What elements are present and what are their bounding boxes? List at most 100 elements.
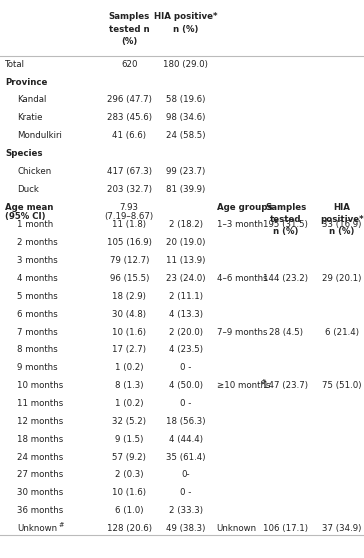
Text: 11 months: 11 months bbox=[17, 399, 63, 408]
Text: 0 -: 0 - bbox=[180, 488, 191, 497]
Text: 2 (18.2): 2 (18.2) bbox=[169, 220, 203, 229]
Text: 8 months: 8 months bbox=[17, 345, 58, 354]
Text: 4 (23.5): 4 (23.5) bbox=[169, 345, 203, 354]
Text: 0-: 0- bbox=[181, 470, 190, 479]
Text: 7.93: 7.93 bbox=[120, 203, 139, 211]
Text: 1 month: 1 month bbox=[17, 220, 54, 229]
Text: 58 (19.6): 58 (19.6) bbox=[166, 95, 205, 104]
Text: 11 (13.9): 11 (13.9) bbox=[166, 256, 205, 265]
Text: 29 (20.1): 29 (20.1) bbox=[323, 274, 362, 283]
Text: 4 (44.4): 4 (44.4) bbox=[169, 435, 203, 444]
Text: 1 (0.2): 1 (0.2) bbox=[115, 363, 143, 372]
Text: (%): (%) bbox=[121, 37, 137, 46]
Text: 10 (1.6): 10 (1.6) bbox=[112, 488, 146, 497]
Text: 6 (1.0): 6 (1.0) bbox=[115, 506, 143, 515]
Text: 12 months: 12 months bbox=[17, 417, 63, 426]
Text: n (%): n (%) bbox=[273, 227, 298, 236]
Text: 0 -: 0 - bbox=[180, 363, 191, 372]
Text: 6 (21.4): 6 (21.4) bbox=[325, 328, 359, 336]
Text: Species: Species bbox=[5, 149, 43, 158]
Text: 11 (1.8): 11 (1.8) bbox=[112, 220, 146, 229]
Text: 1–3 month: 1–3 month bbox=[217, 220, 263, 229]
Text: 18 (56.3): 18 (56.3) bbox=[166, 417, 205, 426]
Text: 4 months: 4 months bbox=[17, 274, 58, 283]
Text: 2 (0.3): 2 (0.3) bbox=[115, 470, 143, 479]
Text: 2 (20.0): 2 (20.0) bbox=[169, 328, 203, 336]
Text: 28 (4.5): 28 (4.5) bbox=[269, 328, 303, 336]
Text: (7.19–8.67): (7.19–8.67) bbox=[105, 213, 154, 222]
Text: 128 (20.6): 128 (20.6) bbox=[107, 524, 152, 533]
Text: 296 (47.7): 296 (47.7) bbox=[107, 95, 152, 104]
Text: 98 (34.6): 98 (34.6) bbox=[166, 113, 205, 122]
Text: 195 (31.5): 195 (31.5) bbox=[263, 220, 308, 229]
Text: 2 months: 2 months bbox=[17, 238, 58, 247]
Text: Kratie: Kratie bbox=[17, 113, 43, 122]
Text: tested: tested bbox=[270, 215, 301, 224]
Text: tested n: tested n bbox=[109, 25, 150, 33]
Text: 20 (19.0): 20 (19.0) bbox=[166, 238, 205, 247]
Text: n (%): n (%) bbox=[329, 227, 355, 236]
Text: Mondulkiri: Mondulkiri bbox=[17, 131, 62, 140]
Text: 27 months: 27 months bbox=[17, 470, 63, 479]
Text: 620: 620 bbox=[121, 60, 138, 69]
Text: 81 (39.9): 81 (39.9) bbox=[166, 185, 205, 194]
Text: 147 (23.7): 147 (23.7) bbox=[263, 381, 308, 390]
Text: #: # bbox=[59, 522, 64, 528]
Text: 6 months: 6 months bbox=[17, 310, 58, 319]
Text: Kandal: Kandal bbox=[17, 95, 47, 104]
Text: Age groups: Age groups bbox=[217, 203, 272, 211]
Text: Samples: Samples bbox=[108, 12, 150, 21]
Text: 2 (11.1): 2 (11.1) bbox=[169, 292, 203, 301]
Text: 5 months: 5 months bbox=[17, 292, 58, 301]
Text: 24 (58.5): 24 (58.5) bbox=[166, 131, 205, 140]
Text: 75 (51.0): 75 (51.0) bbox=[323, 381, 362, 390]
Text: 10 (1.6): 10 (1.6) bbox=[112, 328, 146, 336]
Text: Chicken: Chicken bbox=[17, 167, 51, 176]
Text: 0 -: 0 - bbox=[180, 399, 191, 408]
Text: 30 (4.8): 30 (4.8) bbox=[112, 310, 146, 319]
Text: Province: Province bbox=[5, 78, 48, 86]
Text: 18 months: 18 months bbox=[17, 435, 63, 444]
Text: 4 (50.0): 4 (50.0) bbox=[169, 381, 203, 390]
Text: 7 months: 7 months bbox=[17, 328, 58, 336]
Text: HIA: HIA bbox=[334, 203, 351, 211]
Text: 17 (2.7): 17 (2.7) bbox=[112, 345, 146, 354]
Text: 7–9 months: 7–9 months bbox=[217, 328, 267, 336]
Text: 4 (13.3): 4 (13.3) bbox=[169, 310, 203, 319]
Text: Total: Total bbox=[5, 60, 25, 69]
Text: 203 (32.7): 203 (32.7) bbox=[107, 185, 152, 194]
Text: 79 (12.7): 79 (12.7) bbox=[110, 256, 149, 265]
Text: 18 (2.9): 18 (2.9) bbox=[112, 292, 146, 301]
Text: 180 (29.0): 180 (29.0) bbox=[163, 60, 208, 69]
Text: positive*: positive* bbox=[320, 215, 364, 224]
Text: Unknown: Unknown bbox=[217, 524, 257, 533]
Text: 4–6 months: 4–6 months bbox=[217, 274, 267, 283]
Text: 32 (5.2): 32 (5.2) bbox=[112, 417, 146, 426]
Text: 105 (16.9): 105 (16.9) bbox=[107, 238, 152, 247]
Text: 96 (15.5): 96 (15.5) bbox=[110, 274, 149, 283]
Text: 36 months: 36 months bbox=[17, 506, 63, 515]
Text: 9 (1.5): 9 (1.5) bbox=[115, 435, 143, 444]
Text: 417 (67.3): 417 (67.3) bbox=[107, 167, 152, 176]
Text: 41 (6.6): 41 (6.6) bbox=[112, 131, 146, 140]
Text: 2 (33.3): 2 (33.3) bbox=[169, 506, 203, 515]
Text: Age mean: Age mean bbox=[5, 203, 54, 211]
Text: 99 (23.7): 99 (23.7) bbox=[166, 167, 205, 176]
Text: 144 (23.2): 144 (23.2) bbox=[263, 274, 308, 283]
Text: Samples: Samples bbox=[265, 203, 306, 211]
Text: 23 (24.0): 23 (24.0) bbox=[166, 274, 205, 283]
Text: 37 (34.9): 37 (34.9) bbox=[323, 524, 362, 533]
Text: 8 (1.3): 8 (1.3) bbox=[115, 381, 143, 390]
Text: 33 (16.9): 33 (16.9) bbox=[323, 220, 362, 229]
Text: 283 (45.6): 283 (45.6) bbox=[107, 113, 152, 122]
Text: 35 (61.4): 35 (61.4) bbox=[166, 453, 205, 461]
Text: (95% CI): (95% CI) bbox=[5, 213, 46, 222]
Text: Unknown: Unknown bbox=[17, 524, 57, 533]
Text: 10 months: 10 months bbox=[17, 381, 63, 390]
Text: Duck: Duck bbox=[17, 185, 39, 194]
Text: ≥10 months: ≥10 months bbox=[217, 381, 270, 390]
Text: HIA positive*: HIA positive* bbox=[154, 12, 217, 21]
Text: 24 months: 24 months bbox=[17, 453, 63, 461]
Text: 9 months: 9 months bbox=[17, 363, 58, 372]
Text: 3 months: 3 months bbox=[17, 256, 58, 265]
